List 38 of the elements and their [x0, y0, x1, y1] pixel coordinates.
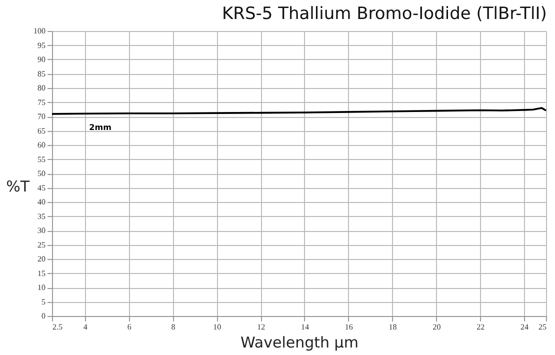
- y-tick-label: 5: [42, 297, 46, 306]
- annotation: 2mm: [89, 122, 112, 132]
- x-tick-label: 25: [538, 322, 546, 332]
- chart-title: KRS-5 Thallium Bromo-Iodide (TlBr-TlI): [222, 4, 547, 24]
- y-tick-label: 90: [38, 55, 46, 64]
- y-tick-label: 0: [42, 312, 46, 320]
- y-tick-label: 95: [38, 40, 46, 50]
- x-tick-label: 12: [257, 322, 266, 332]
- y-tick-label: 65: [38, 126, 46, 136]
- x-axis-title: Wavelength µm: [240, 334, 358, 352]
- y-tick-label: 10: [38, 283, 46, 292]
- x-tick-label: 16: [344, 322, 353, 332]
- y-tick-label: 35: [38, 212, 46, 221]
- y-tick-label: 50: [38, 169, 46, 178]
- y-tick-label: 45: [38, 183, 46, 192]
- y-tick-label: 20: [38, 254, 46, 264]
- x-tick-label: 6: [127, 322, 132, 332]
- x-tick-label: 24: [520, 322, 529, 332]
- y-tick-label: 55: [38, 154, 46, 164]
- x-tick-label: 10: [213, 322, 222, 332]
- x-tick-label: 4: [83, 322, 88, 332]
- y-tick-label: 70: [38, 112, 46, 121]
- y-axis-title: %T: [6, 178, 30, 196]
- y-tick-label: 25: [38, 240, 46, 250]
- x-tick-label: 20: [432, 322, 441, 332]
- y-tick-label: 15: [38, 268, 46, 278]
- y-tick-label: 40: [38, 198, 46, 206]
- y-tick-label: 80: [38, 84, 46, 92]
- x-tick-label: 22: [476, 322, 485, 332]
- x-tick-label: 18: [388, 322, 397, 332]
- y-tick-label: 100: [34, 26, 46, 36]
- y-tick-label: 60: [38, 140, 46, 150]
- x-tick-label: 14: [300, 322, 309, 332]
- x-tick-label: 8: [171, 322, 176, 332]
- y-tick-label: 85: [38, 69, 46, 78]
- y-tick-label: 75: [38, 98, 46, 107]
- x-tick-label: 2.5: [52, 322, 62, 332]
- y-tick-label: 30: [38, 226, 46, 235]
